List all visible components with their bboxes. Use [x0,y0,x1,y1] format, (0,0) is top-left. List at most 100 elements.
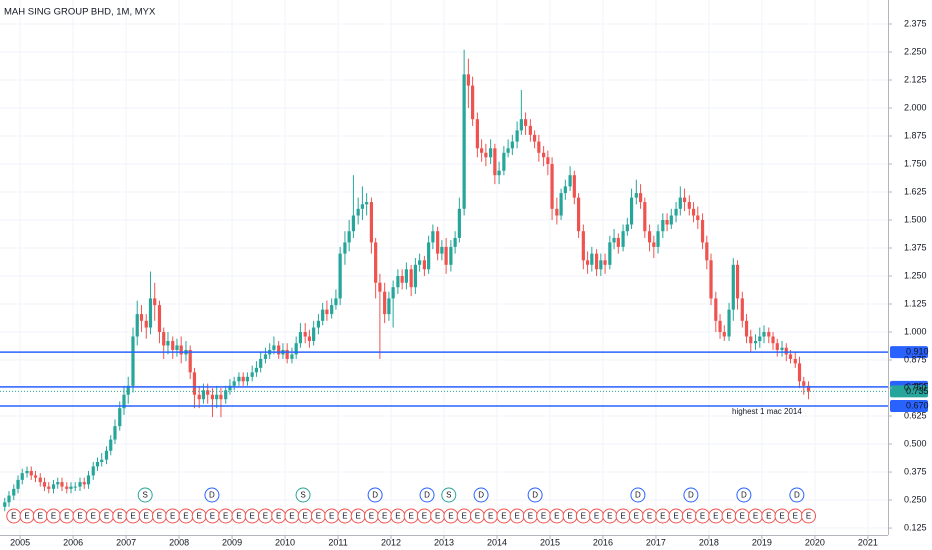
candle-body [656,231,660,247]
candle-body [254,367,259,373]
candle-body [788,354,793,359]
y-tick-label: 1.125 [904,298,927,308]
y-tick-label: 1.000 [904,326,927,336]
candle-body [453,237,457,247]
candle-body [338,253,342,299]
event-marker [527,487,543,503]
candle-body [475,119,479,149]
candle-body [563,186,567,194]
earnings-label: E [554,512,559,521]
y-tick-label: 2.250 [904,46,927,56]
candle-body [612,237,616,243]
x-tick-label: 2017 [646,537,666,547]
candle-body [528,125,532,135]
earnings-label: E [250,512,255,521]
candle-body [559,193,563,216]
candle-body [740,298,744,321]
y-tick-label: 0.625 [904,410,927,420]
earnings-label: E [51,512,56,521]
earnings-label: E [130,512,135,521]
candle-body [263,354,268,359]
candle-body [444,246,448,265]
candle-body [241,376,245,382]
candle-body [608,242,612,265]
earnings-marker [801,508,817,524]
candle-body [42,482,47,487]
x-tick-label: 2005 [10,537,30,547]
y-tick-label: 0.250 [904,494,927,504]
candle-body [806,385,811,392]
event-marker [473,487,489,503]
candle-body [91,466,95,476]
event-label: D [424,491,430,500]
candle-body [215,394,219,400]
candle-body [86,475,91,485]
earnings-label: E [223,512,228,521]
earnings-label: E [276,512,281,521]
candle-body [179,345,183,355]
event-label: S [143,491,148,500]
event-marker [367,487,383,503]
candle-body [762,332,766,337]
y-tick-label: 0.750 [904,382,927,392]
earnings-label: E [793,512,798,521]
candle-body [457,208,461,238]
candle-body [12,488,16,496]
candle-body [404,269,408,283]
candle-body [758,336,762,341]
candle-body [351,215,355,232]
level-label: 0.670 [906,400,929,410]
candle-body [705,242,709,261]
x-tick-label: 2008 [169,537,189,547]
earnings-label: E [806,512,811,521]
candle-body [537,141,541,153]
event-marker [204,487,220,503]
candle-body [347,231,351,243]
candle-body [784,347,788,355]
candle-body [356,208,360,216]
x-tick-label: 2006 [63,537,83,547]
earnings-label: E [355,512,360,521]
candle-body [731,264,735,310]
x-tick-label: 2009 [222,537,242,547]
candle-body [3,502,7,507]
event-label: D [688,491,694,500]
y-tick-label: 1.875 [904,130,927,140]
candle-body [100,459,104,462]
candle-body [321,309,325,321]
candle-body [378,282,382,292]
earnings-label: E [475,512,480,521]
x-tick-label: 2016 [593,537,613,547]
earnings-label: E [687,512,692,521]
candle-body [272,345,276,350]
earnings-label: E [594,512,599,521]
candle-body [65,486,69,489]
candle-body [696,215,700,221]
candle-body [387,298,391,315]
earnings-label: E [77,512,82,521]
candle-body [599,260,603,270]
event-label: D [209,491,215,500]
y-tick-label: 2.375 [904,18,927,28]
annotation: highest 1 mac 2014 [732,407,802,416]
earnings-label: E [197,512,202,521]
candle-body [753,340,758,344]
event-marker [789,487,805,503]
candle-body [245,376,250,382]
candle-body [413,264,417,288]
candle-body [192,372,197,395]
candle-body [431,231,435,243]
candle-body [665,220,669,225]
earnings-label: E [382,512,387,521]
candle-body [471,85,475,120]
candle-body [20,473,24,480]
price-label: 0.735 [906,386,929,396]
candle-body [775,343,779,350]
earnings-label: E [740,512,745,521]
earnings-label: E [369,512,374,521]
candle-body [515,130,519,142]
candle-body [546,157,550,164]
candle-body [396,276,400,288]
earnings-label: E [607,512,612,521]
